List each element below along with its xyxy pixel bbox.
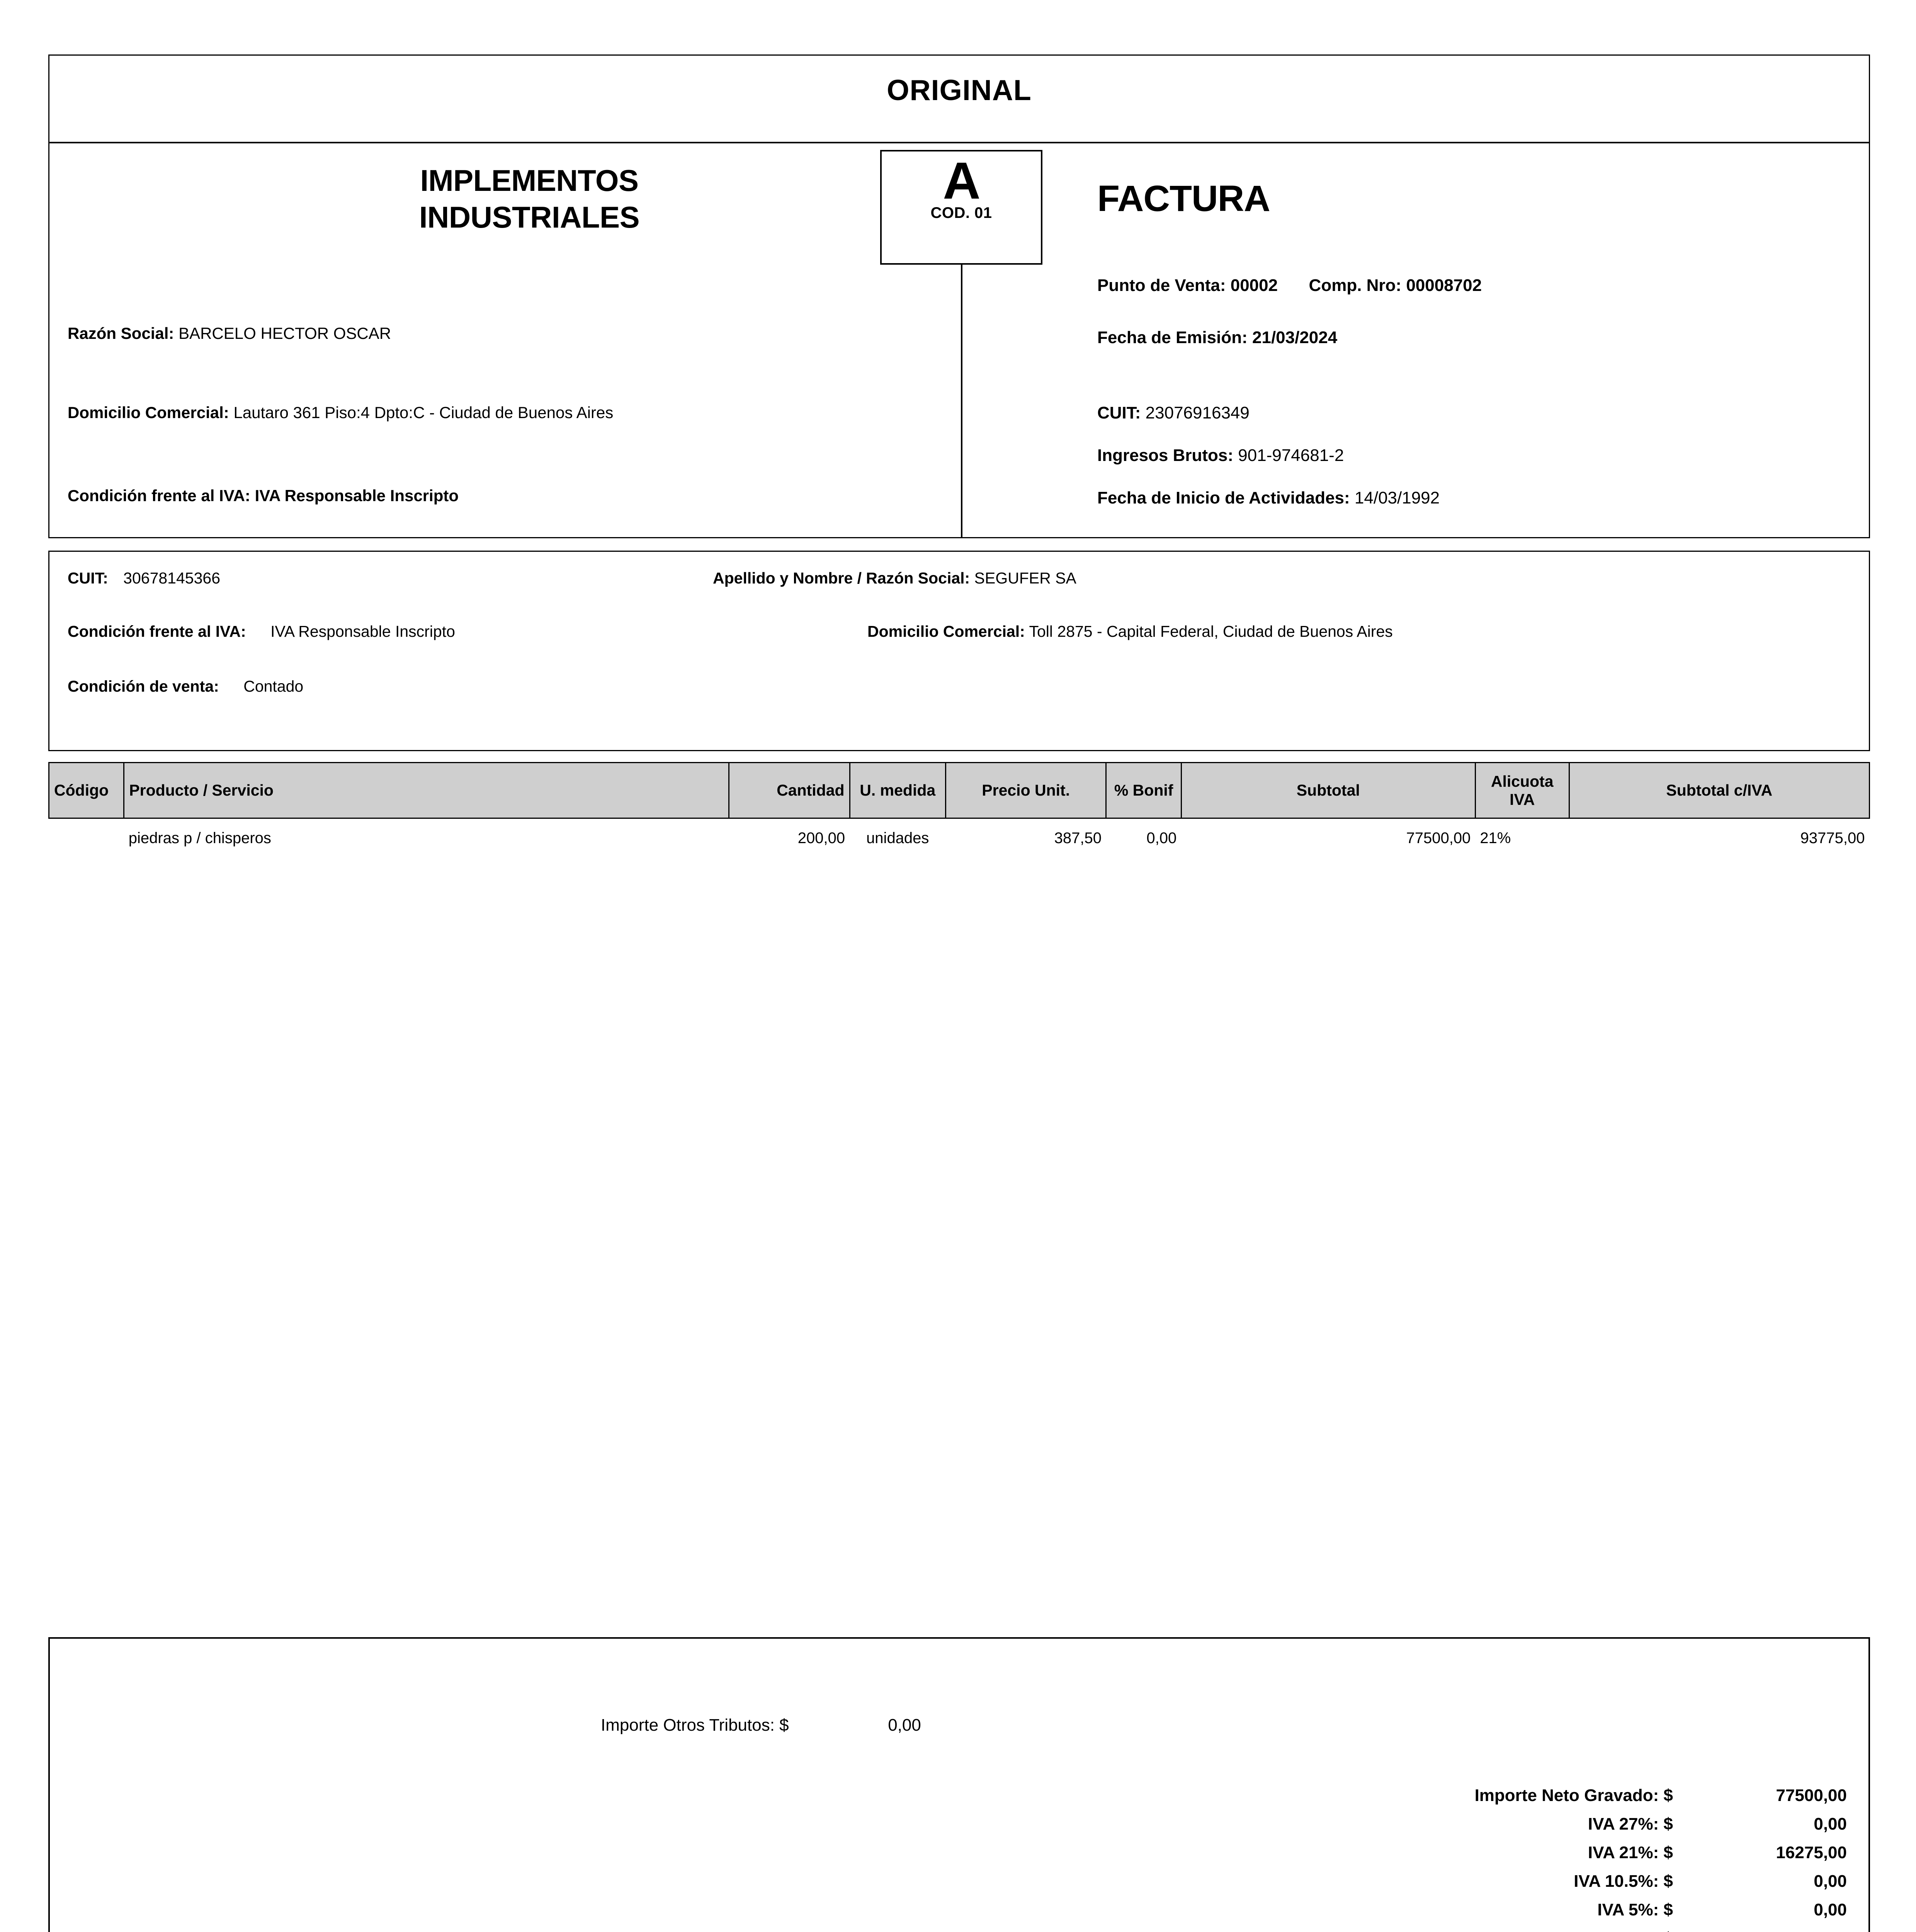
customer-condicion-iva-label: Condición frente al IVA: [68,622,246,640]
copy-type-band [48,54,1870,143]
fecha-emision-value: 21/03/2024 [1252,328,1338,347]
fecha-emision-row: Fecha de Emisión: 21/03/2024 [1097,327,1855,349]
punto-de-venta-row: Punto de Venta: 00002 Comp. Nro: 0000870… [1097,274,1855,296]
customer-name-row: Apellido y Nombre / Razón Social: SEGUFE… [713,568,1076,588]
column-header-precio-unitario: Precio Unit. [945,762,1107,819]
totals-row-label: IVA 27%: $ [1588,1815,1673,1833]
cell-subtotal: 77500,00 [1406,830,1471,847]
seller-domicilio-label: Domicilio Comercial: [68,403,229,422]
totals-row-label: Importe Neto Gravado: $ [1474,1786,1673,1805]
ingresos-brutos-label: Ingresos Brutos: [1097,446,1234,465]
comp-nro-value: 00008702 [1406,276,1482,295]
otros-tributos-top-label: Importe Otros Tributos: $ [601,1716,789,1735]
seller-razon-social-value: BARCELO HECTOR OSCAR [179,324,391,342]
seller-cuit-row: CUIT: 23076916349 [1097,402,1855,424]
document-title: FACTURA [1097,178,1270,219]
invoice-letter-code: COD. 01 [930,204,992,221]
totals-row-value: 77500,00 [1776,1786,1847,1805]
totals-row: IVA 21%: $ 16275,00 [1043,1838,1847,1867]
column-header-alicuota-line2: IVA [1510,790,1535,808]
seller-business-name-line1: IMPLEMENTOS [420,163,639,197]
customer-condicion-venta-label: Condición de venta: [68,677,219,695]
totals-row-value: 16275,00 [1776,1843,1847,1862]
fecha-emision-label: Fecha de Emisión: [1097,328,1248,347]
totals-row-value: 0,00 [1685,1930,1847,1932]
seller-razon-social: Razón Social: BARCELO HECTOR OSCAR [68,323,949,345]
cell-producto: piedras p / chisperos [128,830,271,847]
customer-name-label: Apellido y Nombre / Razón Social: [713,569,970,587]
customer-name-value: SEGUFER SA [974,569,1076,587]
seller-condicion-iva-value: IVA Responsable Inscripto [255,486,459,505]
fecha-inicio-label: Fecha de Inicio de Actividades: [1097,488,1350,507]
cell-cantidad: 200,00 [797,830,845,847]
totals-row: IVA 27%: $ 0,00 [1043,1810,1847,1838]
totals-row: IVA 10.5%: $ 0,00 [1043,1867,1847,1896]
customer-condicion-venta-row: Condición de venta: Contado [68,676,303,697]
invoice-letter: A [943,151,981,210]
customer-domicilio-label: Domicilio Comercial: [867,622,1025,640]
cell-codigo [49,818,124,847]
customer-cuit-value: 30678145366 [123,569,220,587]
column-header-codigo: Código [48,762,125,819]
seller-business-name-line2: INDUSTRIALES [419,200,640,235]
customer-cuit-row: CUIT: 30678145366 [68,568,220,588]
column-header-alicuota-line1: Alicuota [1491,772,1554,790]
cell-precio-unitario: 387,50 [1054,830,1102,847]
seller-razon-social-label: Razón Social: [68,324,174,342]
totals-row-value: 0,00 [1814,1900,1847,1919]
column-header-bonificacion: % Bonif [1105,762,1182,819]
customer-condicion-venta-value: Contado [243,677,304,695]
cell-bonificacion: 0,00 [1146,830,1177,847]
seller-domicilio-value: Lautaro 361 Piso:4 Dpto:C - Ciudad de Bu… [233,403,614,422]
ingresos-brutos-row: Ingresos Brutos: 901-974681-2 [1097,444,1855,466]
copy-type-label: ORIGINAL [887,74,1032,106]
column-header-subtotal: Subtotal [1180,762,1476,819]
column-header-cantidad: Cantidad [728,762,850,819]
comp-nro-label: Comp. Nro: [1309,276,1402,295]
items-table: Código Producto / Servicio Cantidad U. m… [48,762,1870,847]
totals-row-label: IVA 5%: $ [1597,1900,1673,1919]
totals-frame [48,1637,1870,1932]
customer-cuit-label: CUIT: [68,569,108,587]
customer-frame [48,551,1870,751]
fecha-inicio-actividades-row: Fecha de Inicio de Actividades: 14/03/19… [1097,487,1855,509]
customer-domicilio-value: Toll 2875 - Capital Federal, Ciudad de B… [1029,622,1393,640]
totals-row: IVA 5%: $ 0,00 [1043,1896,1847,1924]
totals-row-label: IVA 10.5%: $ [1574,1872,1673,1891]
seller-cuit-value: 23076916349 [1145,403,1250,422]
column-header-unidad-medida: U. medida [849,762,946,819]
otros-tributos-top-row: Importe Otros Tributos: $ 0,00 [601,1716,921,1735]
otros-tributos-top-value: 0,00 [888,1716,921,1735]
header-frame [48,54,1870,538]
seller-condicion-iva: Condición frente al IVA: IVA Responsable… [68,485,949,507]
customer-domicilio-row: Domicilio Comercial: Toll 2875 - Capital… [867,621,1393,642]
totals-row-label: IVA 2.5%: $ [1583,1930,1685,1932]
table-row: piedras p / chisperos 200,00 unidades 38… [49,818,1870,847]
seller-domicilio: Domicilio Comercial: Lautaro 361 Piso:4 … [68,402,949,424]
punto-de-venta-value: 00002 [1230,276,1278,295]
invoice-letter-box: A COD. 01 [880,150,1042,265]
totals-row-value: 0,00 [1814,1815,1847,1833]
seller-business-name: IMPLEMENTOS INDUSTRIALES [162,162,896,236]
seller-cuit-label: CUIT: [1097,403,1141,422]
cell-alicuota-iva: 21% [1480,830,1511,847]
cell-unidad-medida: unidades [866,830,929,847]
items-table-header-row: Código Producto / Servicio Cantidad U. m… [48,762,1870,819]
totals-row-label: IVA 21%: $ [1588,1843,1673,1862]
cell-subtotal-con-iva: 93775,00 [1800,830,1865,847]
customer-condicion-iva-value: IVA Responsable Inscripto [270,622,455,640]
totals-list: Importe Neto Gravado: $ 77500,00 IVA 27%… [1043,1781,1847,1932]
totals-row: IVA 2.5%: $ 0,00 [1043,1924,1847,1932]
column-header-subtotal-con-iva: Subtotal c/IVA [1568,762,1870,819]
seller-condicion-iva-label: Condición frente al IVA: [68,486,250,505]
column-header-producto: Producto / Servicio [123,762,729,819]
fecha-inicio-value: 14/03/1992 [1354,488,1440,507]
totals-row-value: 0,00 [1814,1872,1847,1891]
header-vertical-divider [961,265,962,537]
punto-de-venta-label: Punto de Venta: [1097,276,1226,295]
column-header-alicuota-iva: Alicuota IVA [1474,762,1570,819]
totals-row: Importe Neto Gravado: $ 77500,00 [1043,1781,1847,1810]
customer-condicion-iva-row: Condición frente al IVA: IVA Responsable… [68,621,455,642]
ingresos-brutos-value: 901-974681-2 [1238,446,1344,465]
